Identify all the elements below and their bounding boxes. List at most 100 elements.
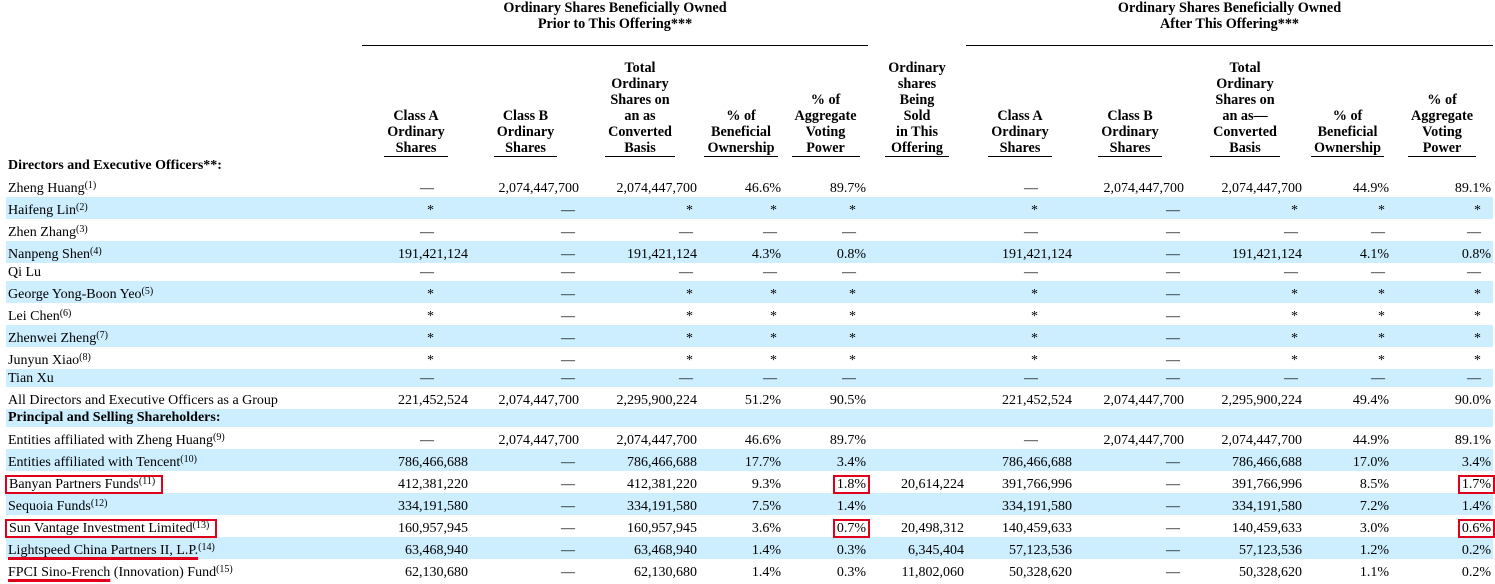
row-name: Sun Vantage Investment Limited(13)	[5, 515, 362, 538]
row-name: Qi Lu	[6, 263, 362, 281]
cell-t: 62,130,680	[634, 565, 697, 580]
cell-a: —	[420, 181, 434, 196]
cell-a: 412,381,220	[398, 477, 468, 492]
cell-a: *	[427, 309, 434, 324]
cell-sold	[868, 263, 966, 281]
cell-a2: —	[1024, 225, 1039, 240]
cell-pb: —	[699, 369, 783, 387]
column-header-sold: Ordinary shares Being Sold in This Offering	[868, 46, 966, 157]
table-row: Zhen Zhang(3) — — — — — — — — — —	[6, 219, 1493, 241]
table-row: Tian Xu — — — — — — — — — —	[6, 369, 1494, 387]
row-name: Sequoia Funds(12)	[6, 493, 362, 515]
highlight-box: Banyan Partners Funds(11)	[5, 475, 164, 494]
cell-pb: *	[699, 281, 783, 303]
footnote-ref: (4)	[90, 246, 102, 257]
cell-t: *	[581, 325, 699, 347]
cell-sold	[868, 493, 967, 515]
table-row: Nanpeng Shen(4) 191,421,124—191,421,124 4.…	[6, 241, 1494, 263]
cell-pv2: 0.2%	[1391, 537, 1494, 559]
column-header-class-a-after: Class A Ordinary Shares	[966, 46, 1074, 157]
cell-sold: 20,614,224	[901, 477, 965, 492]
cell-a2: 140,459,633	[1002, 521, 1073, 536]
column-header-class-b: Class B Ordinary Shares	[470, 46, 581, 157]
cell-t: 334,191,580	[581, 493, 699, 515]
cell-a: —	[362, 369, 470, 387]
cell-pv: 0.3%	[783, 537, 869, 559]
cell-pv: 89.7%	[829, 433, 867, 448]
table-row: Entities affiliated with Tencent(10) 786,…	[6, 449, 1494, 471]
cell-pv2: 0.6%	[1391, 515, 1495, 538]
highlighted-value: 1.8%	[832, 475, 871, 494]
footnote-ref: (10)	[180, 454, 197, 465]
footnote-ref: (12)	[90, 498, 108, 509]
cell-b: —	[561, 309, 575, 324]
column-header-class-a: Class A Ordinary Shares	[362, 46, 470, 157]
cell-a: *	[362, 281, 470, 303]
cell-pb2: *	[1378, 353, 1386, 368]
cell-a: 63,468,940	[362, 537, 470, 559]
cell-a2: 334,191,580	[966, 493, 1075, 515]
column-header-row: Class A Ordinary Shares Class B Ordinary Shar…	[6, 46, 1493, 157]
cell-a2: 191,421,124	[966, 241, 1075, 263]
section-title-directors: Directors and Executive Officers**:	[8, 158, 222, 173]
cell-pv: 90.5%	[829, 393, 867, 408]
cell-pb2: 3.0%	[1359, 521, 1390, 536]
table-row: Entities affiliated with Zheng Huang(9) —…	[6, 427, 1493, 449]
table-row: Junyun Xiao(8) * — * * * * — * * *	[6, 347, 1493, 369]
group-header-after: Ordinary Shares Beneficially Owned After…	[966, 0, 1494, 46]
cell-pv2: —	[1467, 265, 1482, 280]
cell-sold	[868, 387, 966, 409]
cell-pb: *	[770, 309, 777, 324]
cell-t: *	[686, 353, 693, 368]
column-header-total-prior: Total Ordinary Shares on an as Converted Basi…	[581, 46, 699, 157]
cell-t: *	[686, 309, 693, 324]
cell-a: 62,130,680	[405, 565, 468, 580]
cell-pb2: —	[1371, 225, 1386, 240]
cell-t: —	[679, 265, 693, 280]
cell-pb: 17.7%	[699, 449, 783, 471]
beneficial-ownership-table: Ordinary Shares Beneficially Owned Prior…	[5, 0, 1495, 581]
table-row: Sun Vantage Investment Limited(13) 160,95…	[5, 515, 1495, 538]
row-name: Lightspeed China Partners II, L.P.(14)	[6, 537, 362, 559]
cell-pv: *	[783, 325, 869, 347]
cell-a2: —	[1024, 433, 1039, 448]
row-name-text: Lightspeed China Partners II, L.P.(14)	[8, 542, 215, 559]
footnote-ref: (11)	[138, 476, 156, 487]
cell-b2: —	[1074, 325, 1187, 347]
table-row: All Directors and Executive Officers as …	[6, 387, 1493, 409]
cell-pb: *	[699, 197, 783, 219]
cell-t2: 2,295,900,224	[1221, 393, 1303, 408]
row-name: Haifeng Lin(2)	[6, 197, 362, 219]
row-name-text: Haifeng Lin(2)	[8, 202, 88, 219]
cell-t: 786,466,688	[581, 449, 699, 471]
highlighted-value: 0.6%	[1457, 519, 1495, 538]
cell-a: —	[420, 433, 434, 448]
row-name: Entities affiliated with Tencent(10)	[6, 449, 362, 471]
cell-b2: 2,074,447,700	[1103, 433, 1185, 448]
cell-pb2: 44.9%	[1352, 181, 1390, 196]
cell-a: 786,466,688	[362, 449, 470, 471]
cell-a: *	[427, 353, 434, 368]
cell-t: 2,074,447,700	[616, 181, 698, 196]
cell-t2: —	[1284, 225, 1299, 240]
cell-a2: 391,766,996	[1002, 477, 1073, 492]
cell-a2: 50,328,620	[1009, 565, 1073, 580]
row-name-text: Entities affiliated with Tencent(10)	[8, 454, 197, 471]
table-row: George Yong-Boon Yeo(5) * — * * * * — * * *	[6, 281, 1494, 303]
cell-pb: 46.6%	[744, 181, 781, 196]
cell-b2: —	[1074, 369, 1187, 387]
footnote-ref: (7)	[96, 330, 108, 341]
cell-pv: 3.4%	[783, 449, 869, 471]
table-row: Qi Lu — — — — — — — — — —	[6, 263, 1493, 281]
cell-pb2: *	[1304, 197, 1392, 219]
group-header-prior: Ordinary Shares Beneficially Owned Prior…	[362, 0, 869, 46]
highlighted-value: 1.7%	[1457, 475, 1495, 494]
cell-t: 2,074,447,700	[616, 433, 698, 448]
cell-sold	[868, 427, 966, 449]
cell-b2: 2,074,447,700	[1103, 393, 1185, 408]
row-name-text: Zhen Zhang(3)	[8, 224, 88, 241]
group-header-row: Ordinary Shares Beneficially Owned Prior…	[6, 0, 1494, 46]
cell-b: —	[470, 537, 581, 559]
row-name: Junyun Xiao(8)	[6, 347, 362, 369]
cell-a: —	[420, 265, 434, 280]
